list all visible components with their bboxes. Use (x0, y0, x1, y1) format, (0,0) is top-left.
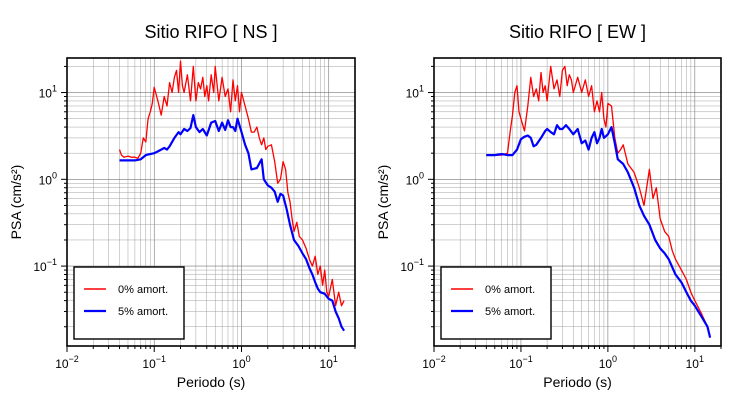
series-line-undamped (118, 60, 345, 307)
x-tick-label: 10−1 (509, 354, 533, 371)
x-tick-label: 10−1 (142, 354, 166, 371)
y-axis-label: PSA (cm/s²) (375, 165, 391, 240)
x-tick-label: 10−2 (55, 354, 79, 371)
plot-frame (66, 57, 356, 347)
y-tick-label: 100 (406, 170, 424, 187)
legend-box (73, 266, 185, 340)
legend: 0% amort. 5% amort. (440, 266, 552, 340)
y-tick-label: 101 (406, 84, 424, 101)
x-tick-label: 10−2 (422, 354, 446, 371)
chart-title: Sitio RIFO [ NS ] (144, 22, 277, 42)
series-line-damped (119, 113, 346, 332)
legend-entry: 0% amort. (118, 284, 168, 296)
x-tick-label: 100 (232, 354, 250, 371)
y-tick-label: 100 (39, 170, 57, 187)
chart-panel-0: 10−2 10−1 100 101 10−1 100 101 Sitio RIFO [ NS … (8, 22, 356, 390)
legend-entry: 5% amort. (118, 306, 168, 318)
grid (66, 58, 356, 346)
y-tick-label: 101 (39, 84, 57, 101)
series-line-damped (486, 124, 712, 338)
plot-frame (433, 57, 722, 347)
legend-entry: 0% amort. (485, 284, 535, 296)
x-tick-label: 101 (686, 354, 704, 371)
legend-entry: 5% amort. (485, 306, 535, 318)
series-line-undamped (486, 65, 711, 338)
y-tick-label: 10−1 (400, 257, 424, 274)
x-axis-label: Periodo (s) (177, 374, 245, 390)
x-tick-label: 101 (320, 354, 338, 371)
legend-box (440, 266, 552, 340)
y-tick-label: 10−1 (33, 257, 57, 274)
x-tick-label: 100 (599, 354, 617, 371)
chart-panel-1: 10−2 10−1 100 101 10−1 100 101 Sitio RIFO [ EW … (375, 22, 722, 390)
x-axis-label: Periodo (s) (543, 374, 611, 390)
y-axis-label: PSA (cm/s²) (8, 165, 24, 240)
chart-title: Sitio RIFO [ EW ] (509, 22, 646, 42)
legend: 0% amort. 5% amort. (73, 266, 185, 340)
